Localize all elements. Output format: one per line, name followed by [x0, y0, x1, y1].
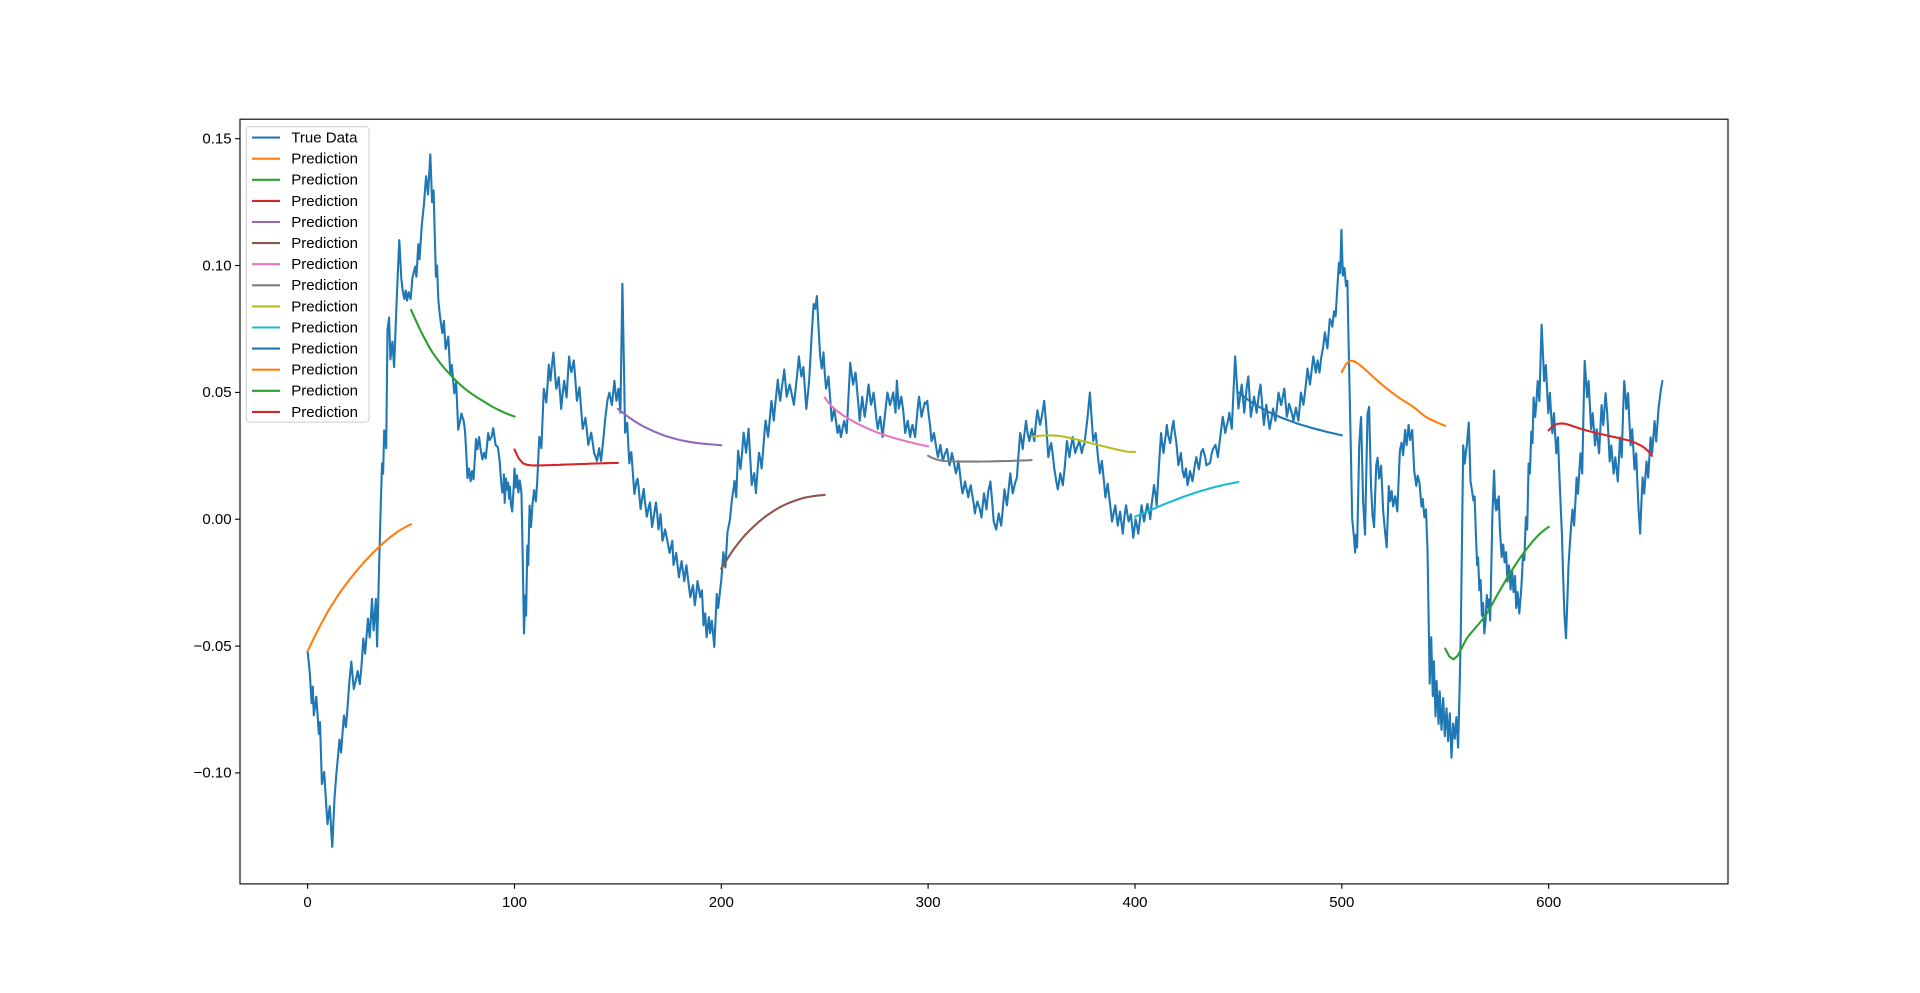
svg-text:Prediction: Prediction: [291, 256, 358, 273]
svg-text:Prediction: Prediction: [291, 235, 358, 252]
svg-text:0.00: 0.00: [202, 511, 231, 528]
svg-text:600: 600: [1536, 894, 1561, 911]
svg-text:Prediction: Prediction: [291, 193, 358, 210]
svg-text:Prediction: Prediction: [291, 319, 358, 336]
svg-text:Prediction: Prediction: [291, 383, 358, 400]
svg-text:0.05: 0.05: [202, 384, 231, 401]
svg-text:0.15: 0.15: [202, 131, 231, 148]
svg-text:Prediction: Prediction: [291, 214, 358, 231]
svg-text:Prediction: Prediction: [291, 404, 358, 421]
svg-text:400: 400: [1122, 894, 1147, 911]
svg-text:0: 0: [303, 894, 311, 911]
svg-text:Prediction: Prediction: [291, 362, 358, 379]
svg-text:200: 200: [709, 894, 734, 911]
svg-text:Prediction: Prediction: [291, 172, 358, 189]
svg-text:Prediction: Prediction: [291, 151, 358, 168]
svg-text:300: 300: [916, 894, 941, 911]
svg-text:−0.10: −0.10: [194, 765, 232, 782]
svg-text:0.10: 0.10: [202, 257, 231, 274]
svg-text:−0.05: −0.05: [194, 638, 232, 655]
svg-text:100: 100: [502, 894, 527, 911]
svg-text:500: 500: [1329, 894, 1354, 911]
svg-text:Prediction: Prediction: [291, 298, 358, 315]
svg-text:Prediction: Prediction: [291, 341, 358, 358]
svg-text:True Data: True Data: [291, 130, 358, 147]
svg-text:Prediction: Prediction: [291, 277, 358, 294]
